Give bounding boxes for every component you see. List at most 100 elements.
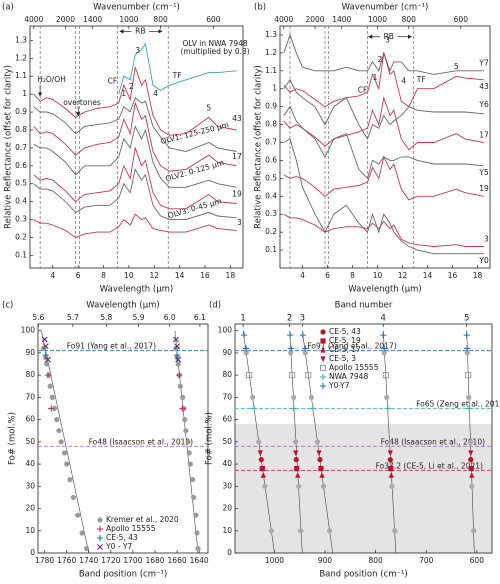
annotation: TF xyxy=(172,71,182,80)
band-label: 1 xyxy=(240,314,245,324)
series-label: Y7 xyxy=(478,59,489,68)
series-label: 19 xyxy=(479,184,489,193)
y-tick-label: 90 xyxy=(25,348,35,357)
reference-point xyxy=(320,483,327,489)
point xyxy=(317,457,323,463)
y-tick-label: 100 xyxy=(218,326,233,335)
y-axis-label: Fo# (mol.%) xyxy=(205,412,215,465)
y-tick-label: 0.7 xyxy=(15,143,27,152)
y-tick-label: 0.1 xyxy=(15,250,27,259)
x-tick-label: 14 xyxy=(423,271,433,280)
x-tick-label: 12 xyxy=(149,271,159,280)
point xyxy=(191,494,197,501)
spectrum-line xyxy=(283,78,484,140)
x-tick-label: 8 xyxy=(350,271,355,280)
point xyxy=(241,332,248,339)
legend-label: CE-5, 43 xyxy=(329,327,361,336)
x-tick-label: 16 xyxy=(448,271,458,280)
reference-label: Fo37.2 (CE-5, Li et al., 2021) xyxy=(376,461,483,470)
point xyxy=(185,439,191,445)
point xyxy=(58,439,64,445)
reference-point xyxy=(468,439,474,445)
series-label: 3 xyxy=(484,234,489,243)
point xyxy=(182,417,188,423)
reference-point xyxy=(262,483,268,489)
x-tick-label: 18 xyxy=(473,271,483,280)
legend-marker xyxy=(320,346,326,353)
reference-point xyxy=(469,483,475,489)
point xyxy=(54,417,60,423)
x2-tick-label: 800 xyxy=(402,15,417,24)
x-tick-label: 1760 xyxy=(57,556,76,565)
legend-label: CE-5, 3 xyxy=(329,354,356,363)
series-label: 3 xyxy=(237,218,242,227)
spectrum-line xyxy=(33,213,237,239)
y-tick-label: 60 xyxy=(25,415,35,424)
reference-point xyxy=(327,528,333,534)
plot-frame xyxy=(37,323,209,554)
point xyxy=(259,465,265,472)
x2-tick-label: 2000 xyxy=(56,15,75,24)
reference-point xyxy=(471,528,477,534)
y-tick-label: 100 xyxy=(21,326,36,335)
point xyxy=(187,461,193,467)
reference-point xyxy=(296,483,302,489)
x-tick-label: 16 xyxy=(200,271,210,280)
x-tick-label: 10 xyxy=(373,271,383,280)
point xyxy=(179,405,186,412)
point xyxy=(387,457,393,463)
annotation: 2 xyxy=(378,55,383,64)
legend-marker xyxy=(320,356,326,363)
y-tick-label: 20 xyxy=(25,504,35,513)
x-tick-label: 1640 xyxy=(190,556,209,565)
x2-tick-label: 4000 xyxy=(274,15,293,24)
panel-label: (d) xyxy=(209,301,221,311)
point xyxy=(56,428,62,434)
point xyxy=(246,372,253,379)
y-tick-label: 0.5 xyxy=(15,179,27,188)
y-tick-label: 0.8 xyxy=(265,120,277,129)
point xyxy=(299,332,306,339)
point xyxy=(295,472,301,478)
point xyxy=(186,450,192,456)
point xyxy=(380,332,387,339)
plot-frame xyxy=(279,25,491,269)
spectrum-line xyxy=(283,105,484,180)
point xyxy=(288,345,295,352)
legend-marker xyxy=(320,329,326,335)
point xyxy=(305,372,312,379)
y-tick-label: 10 xyxy=(222,526,232,535)
y-tick-label: 0.2 xyxy=(265,227,277,236)
spectrum-line xyxy=(283,213,484,247)
plot-frame xyxy=(29,25,244,269)
point xyxy=(381,345,388,352)
point xyxy=(42,343,49,350)
point xyxy=(466,405,473,412)
point xyxy=(382,372,389,379)
series-label: Y5 xyxy=(478,168,489,177)
point xyxy=(47,383,53,389)
series-label: OLV in NWA 7948 xyxy=(182,39,247,48)
band-label: 3 xyxy=(300,314,305,324)
legend-marker xyxy=(319,373,327,381)
x2-axis-label: Wavelength (µm) xyxy=(86,301,159,311)
y-tick-label: 10 xyxy=(25,526,35,535)
point xyxy=(189,477,196,483)
y-tick-label: 1.2 xyxy=(15,53,27,62)
annotation: CF xyxy=(358,86,368,95)
point xyxy=(388,465,394,472)
series-label: 43 xyxy=(232,114,242,123)
annotation: 4 xyxy=(401,77,406,86)
y-tick-label: 1.1 xyxy=(265,66,277,75)
reference-label: Fo48 (Isaacson et al., 2010) xyxy=(89,437,193,446)
spectrum-line xyxy=(118,42,237,95)
point xyxy=(175,356,182,363)
reference-label: Fo91 (Yang et al., 2017) xyxy=(307,342,396,351)
y-tick-label: 0.8 xyxy=(15,125,27,134)
reference-point xyxy=(291,394,297,400)
y-tick-label: 0.2 xyxy=(15,233,27,242)
point xyxy=(243,345,250,352)
x2-axis-label: Wavenumber (cm⁻¹) xyxy=(93,3,180,13)
shaded-region xyxy=(235,424,492,553)
reference-point xyxy=(464,350,470,356)
